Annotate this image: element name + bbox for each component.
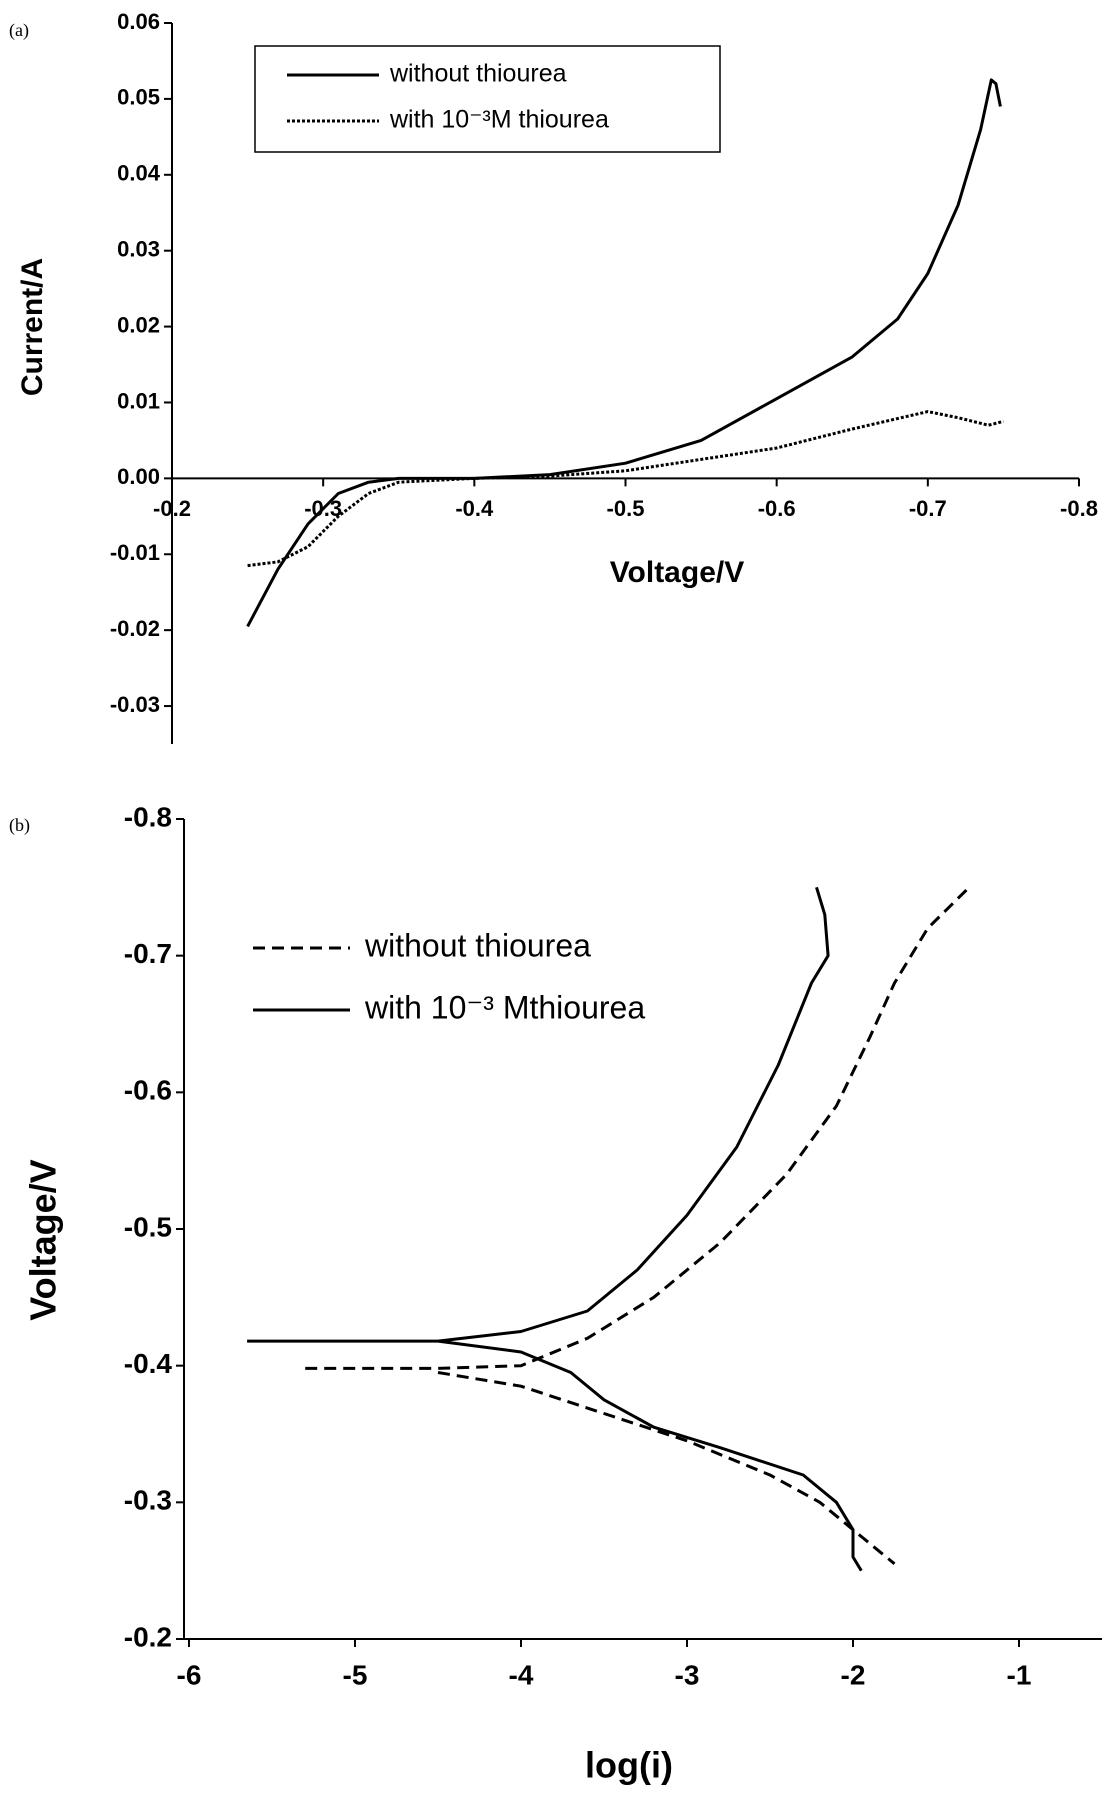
x-tick-label: -0.6: [758, 496, 796, 521]
y-tick-label: -0.4: [124, 1348, 173, 1379]
series-line: [305, 886, 971, 1565]
legend-label: with 10⁻³M thiourea: [389, 106, 609, 134]
y-tick-label: -0.03: [110, 692, 160, 717]
y-tick-label: 0.01: [117, 388, 160, 413]
x-tick-label: -0.5: [607, 496, 645, 521]
panel-label: (b): [9, 815, 30, 836]
x-tick-label: -2: [841, 1659, 866, 1690]
y-tick-label: -0.02: [110, 616, 160, 641]
x-tick-label: -6: [177, 1659, 202, 1690]
y-tick-label: -0.5: [124, 1211, 172, 1242]
series-line: [246, 78, 1002, 628]
y-tick-label: -0.2: [124, 1621, 172, 1652]
x-axis-label: log(i): [585, 1745, 673, 1786]
legend-label: without thiourea: [364, 927, 591, 963]
series-line: [247, 886, 863, 1572]
x-axis-label: Voltage/V: [610, 556, 744, 589]
legend-box: [254, 45, 721, 153]
y-tick-label: -0.6: [124, 1075, 172, 1106]
x-tick-label: -0.8: [1060, 496, 1098, 521]
x-tick-label: -4: [509, 1659, 534, 1690]
x-tick-label: -5: [343, 1659, 368, 1690]
y-tick-label: 0.05: [117, 85, 160, 110]
y-tick-label: 0.04: [117, 161, 161, 186]
y-tick-label: -0.7: [124, 938, 172, 969]
x-tick-label: -0.4: [455, 496, 494, 521]
y-axis-label: Voltage/V: [23, 1159, 64, 1320]
y-tick-label: -0.3: [124, 1485, 172, 1516]
legend-label: without thiourea: [389, 60, 567, 88]
y-tick-label: -0.8: [124, 801, 172, 832]
y-tick-label: -0.01: [110, 540, 160, 565]
x-tick-label: -1: [1007, 1659, 1032, 1690]
legend-label: with 10⁻³ Mthiourea: [364, 989, 645, 1025]
x-tick-label: -3: [675, 1659, 700, 1690]
y-tick-label: 0.00: [117, 464, 160, 489]
series-line: [247, 410, 1004, 568]
y-tick-label: 0.06: [117, 9, 160, 34]
panel-label: (a): [9, 20, 29, 41]
x-tick-label: -0.7: [909, 496, 947, 521]
x-tick-label: -0.2: [153, 496, 191, 521]
y-axis-label: Current/A: [16, 258, 49, 396]
y-tick-label: 0.02: [117, 312, 160, 337]
y-tick-label: 0.03: [117, 236, 160, 261]
